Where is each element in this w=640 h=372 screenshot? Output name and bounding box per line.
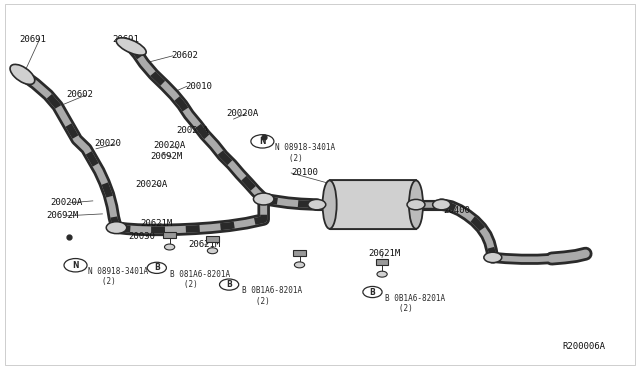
Circle shape <box>407 199 425 210</box>
Text: 20020A: 20020A <box>154 141 186 150</box>
Text: N 08918-3401A
   (2): N 08918-3401A (2) <box>275 143 335 163</box>
Bar <box>206 236 219 242</box>
Text: 20020A: 20020A <box>50 198 82 207</box>
Text: 20020A: 20020A <box>136 180 168 189</box>
Circle shape <box>253 193 274 205</box>
Circle shape <box>294 262 305 268</box>
Ellipse shape <box>323 180 337 229</box>
Bar <box>163 232 176 238</box>
Bar <box>376 259 388 265</box>
Text: B 0B1A6-8201A
   (2): B 0B1A6-8201A (2) <box>242 286 302 306</box>
Circle shape <box>64 259 87 272</box>
Text: 20621M: 20621M <box>368 249 400 258</box>
Text: 20020A: 20020A <box>176 126 208 135</box>
Text: R200006A: R200006A <box>562 342 605 351</box>
Text: N 08918-3401A
   (2): N 08918-3401A (2) <box>88 267 148 286</box>
Circle shape <box>308 199 326 210</box>
Bar <box>330 180 416 229</box>
Text: B: B <box>370 288 375 296</box>
Bar <box>293 250 306 256</box>
Text: 20030: 20030 <box>128 232 155 241</box>
Text: 20602: 20602 <box>66 90 93 99</box>
Text: 20020A: 20020A <box>226 109 258 118</box>
Text: 20400: 20400 <box>444 206 470 215</box>
Text: 20691: 20691 <box>19 35 46 44</box>
Circle shape <box>147 262 166 273</box>
Text: 20692M: 20692M <box>150 153 182 161</box>
Text: B 0B1A6-8201A
   (2): B 0B1A6-8201A (2) <box>385 294 445 313</box>
Text: B 081A6-8201A
   (2): B 081A6-8201A (2) <box>170 270 230 289</box>
Ellipse shape <box>116 38 146 55</box>
Circle shape <box>164 244 175 250</box>
Text: 20621M: 20621M <box>189 240 221 249</box>
Circle shape <box>207 248 218 254</box>
Ellipse shape <box>10 64 35 84</box>
Text: 20692M: 20692M <box>46 211 78 220</box>
Circle shape <box>220 279 239 290</box>
Text: 20010: 20010 <box>186 82 212 91</box>
Text: N: N <box>72 261 79 270</box>
Circle shape <box>106 222 127 234</box>
Text: 20020: 20020 <box>95 140 122 148</box>
Text: B: B <box>154 263 159 272</box>
Circle shape <box>484 252 502 263</box>
Circle shape <box>433 199 451 210</box>
Text: 20602: 20602 <box>172 51 198 60</box>
Circle shape <box>251 135 274 148</box>
Ellipse shape <box>409 180 423 229</box>
Text: 20691: 20691 <box>112 35 139 44</box>
Circle shape <box>377 271 387 277</box>
Text: N: N <box>259 137 266 146</box>
Text: 20621M: 20621M <box>141 219 173 228</box>
Circle shape <box>363 286 382 298</box>
Text: B: B <box>227 280 232 289</box>
Text: 20100: 20100 <box>291 169 318 177</box>
